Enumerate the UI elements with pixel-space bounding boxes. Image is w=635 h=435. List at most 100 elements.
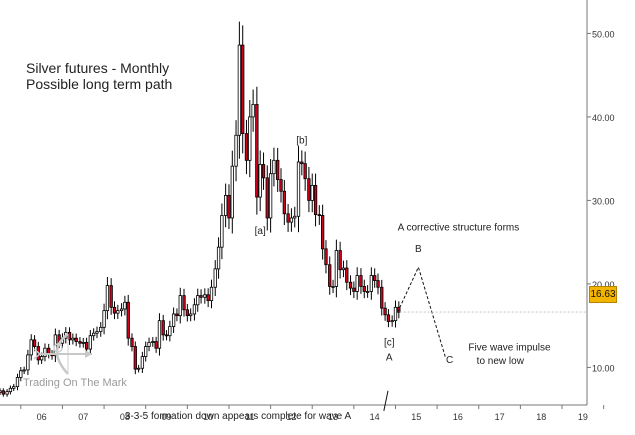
x-tick-label: 08	[120, 412, 130, 422]
candle	[105, 285, 110, 312]
candle	[88, 335, 92, 350]
candle	[102, 310, 106, 328]
candle	[95, 331, 99, 334]
x-tick-label: 09	[162, 412, 172, 422]
chart-title: Silver futures - Monthly	[26, 60, 170, 76]
wave-annotation: C	[446, 355, 453, 366]
candle	[276, 159, 280, 180]
candle	[258, 164, 262, 198]
candle	[147, 341, 151, 347]
y-tick-label: 40.00	[592, 113, 615, 123]
candle	[26, 354, 30, 371]
candle	[373, 275, 377, 281]
bow-arrow-logo-icon	[20, 330, 100, 383]
wave-annotation: A	[386, 353, 393, 364]
candle	[109, 285, 113, 308]
candle	[140, 356, 145, 369]
candle	[279, 179, 283, 192]
candle	[22, 369, 26, 372]
candle	[268, 173, 273, 219]
candle	[227, 195, 231, 219]
candle	[71, 337, 75, 341]
candle	[255, 103, 259, 198]
candle	[213, 268, 217, 288]
wave-annotation: to new low	[477, 356, 525, 367]
candle	[0, 390, 2, 393]
candle	[136, 367, 141, 370]
candle	[386, 314, 391, 322]
chart-subtitle: Possible long term path	[26, 76, 173, 92]
candle	[123, 301, 127, 310]
candle	[272, 159, 276, 175]
wave-annotation: 3-3-5 formation down appears complete fo…	[125, 411, 352, 422]
candle	[43, 347, 47, 357]
candle	[317, 214, 321, 217]
candle	[220, 215, 224, 248]
candle	[390, 320, 394, 323]
candle	[192, 304, 197, 315]
candle	[286, 213, 290, 223]
candle	[199, 295, 203, 298]
x-tick-label: 17	[495, 412, 505, 422]
candle	[313, 184, 318, 216]
candle	[251, 103, 255, 118]
candle	[383, 307, 387, 316]
candle	[248, 116, 252, 161]
y-tick-label: 10.00	[592, 363, 615, 373]
candle	[39, 356, 44, 361]
candle	[182, 295, 186, 311]
candle	[310, 184, 314, 201]
candle	[359, 275, 363, 287]
candle	[265, 177, 269, 219]
candle	[289, 217, 294, 223]
candle	[8, 387, 13, 393]
candle	[189, 313, 193, 317]
x-tick-label: 11	[245, 412, 254, 422]
candle	[116, 310, 120, 314]
candle	[206, 294, 210, 302]
candle	[307, 178, 311, 201]
candle	[223, 195, 228, 216]
candle	[324, 248, 328, 266]
candle	[362, 286, 366, 292]
candle	[241, 44, 245, 135]
candle	[168, 326, 172, 337]
candle	[32, 339, 37, 347]
candle	[92, 332, 96, 337]
candle	[369, 275, 373, 292]
candle	[334, 250, 339, 287]
candle	[345, 267, 349, 283]
candle	[84, 341, 89, 350]
candle	[352, 287, 356, 292]
x-tick-label: 12	[286, 412, 296, 422]
last-price-badge: 16.63	[589, 286, 617, 303]
candle	[216, 246, 221, 270]
candle	[5, 391, 9, 395]
y-tick-label: 30.00	[592, 196, 615, 206]
candle	[119, 308, 124, 312]
projected-path	[397, 265, 446, 358]
x-tick-label: 15	[411, 412, 421, 422]
candle	[237, 44, 242, 136]
candle	[151, 341, 155, 343]
x-tick-label: 06	[37, 412, 47, 422]
y-tick-label: 50.00	[592, 29, 615, 39]
x-tick-label: 19	[578, 412, 588, 422]
candle	[328, 264, 332, 287]
candle	[171, 313, 176, 327]
wave-annotation: [a]	[255, 226, 266, 237]
candle	[320, 215, 325, 250]
candle	[355, 275, 359, 292]
x-tick-label: 10	[203, 412, 213, 422]
candle	[300, 161, 304, 165]
wave-annotation: Five wave impulse	[468, 343, 551, 354]
wave-annotation: A corrective structure forms	[398, 222, 520, 233]
x-tick-label: 14	[370, 412, 380, 422]
candle	[175, 313, 179, 317]
candle	[15, 377, 20, 388]
candle	[303, 163, 307, 180]
wave-annotation: [c]	[384, 338, 395, 349]
x-tick-label: 13	[328, 412, 338, 422]
candle	[154, 341, 158, 349]
